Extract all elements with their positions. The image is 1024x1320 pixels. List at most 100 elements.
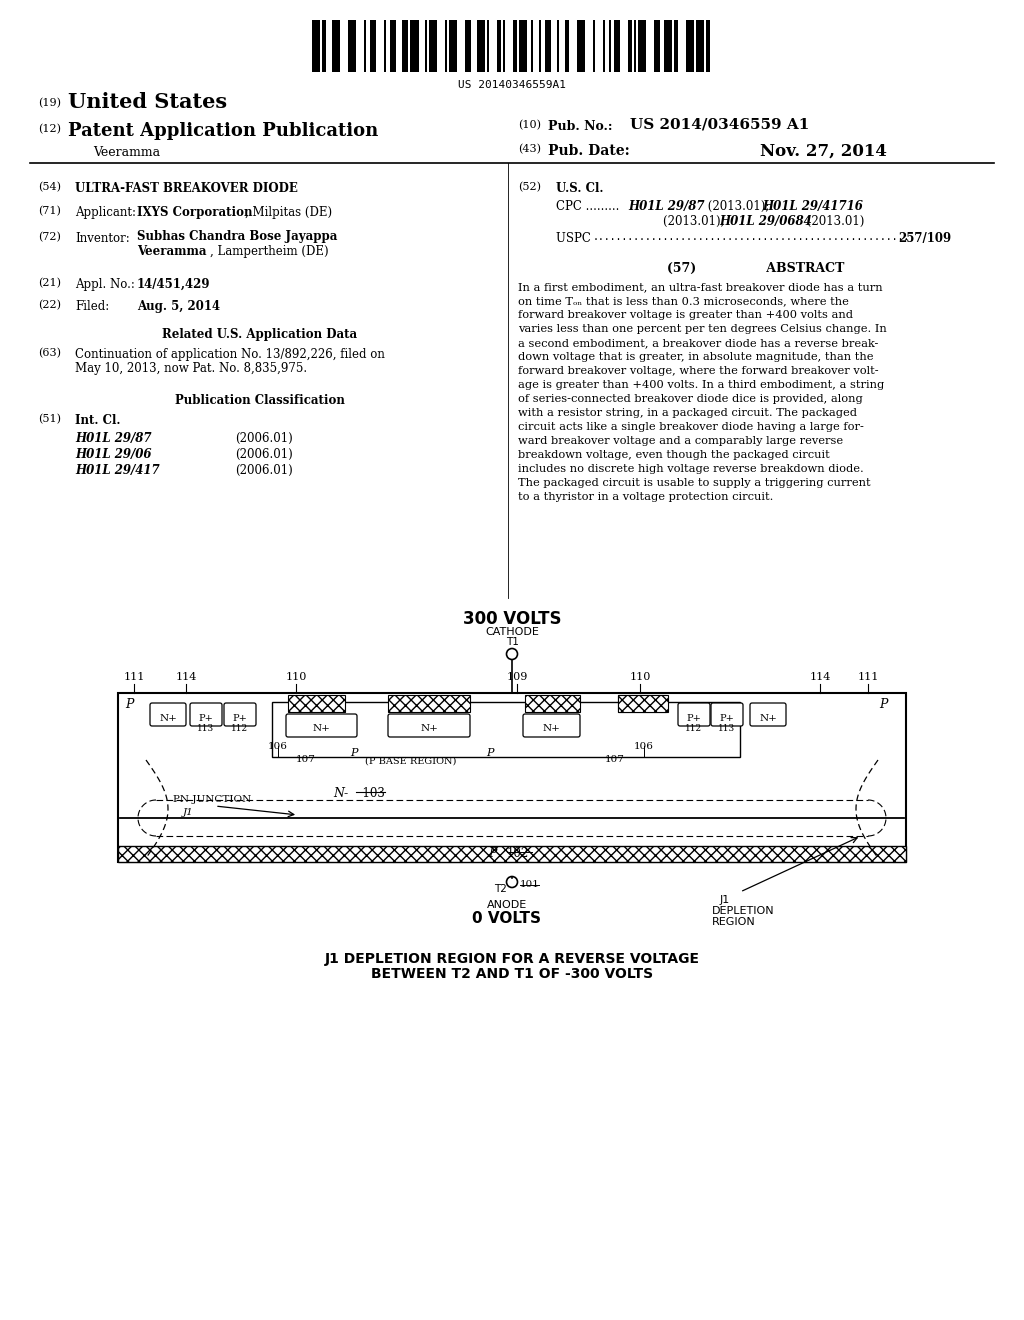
Bar <box>348 20 356 73</box>
Text: with a resistor string, in a packaged circuit. The packaged: with a resistor string, in a packaged ci… <box>518 408 857 418</box>
Bar <box>618 696 668 711</box>
Text: 114: 114 <box>175 672 197 682</box>
Text: USPC: USPC <box>556 232 595 246</box>
Text: Int. Cl.: Int. Cl. <box>75 414 121 426</box>
Text: CATHODE: CATHODE <box>485 627 539 638</box>
FancyBboxPatch shape <box>190 704 222 726</box>
Text: DEPLETION: DEPLETION <box>712 906 774 916</box>
Text: forward breakover voltage is greater than +400 volts and: forward breakover voltage is greater tha… <box>518 310 853 319</box>
Text: , Lampertheim (DE): , Lampertheim (DE) <box>210 246 329 257</box>
Text: ANODE: ANODE <box>486 900 527 909</box>
Bar <box>332 20 340 73</box>
Text: 106: 106 <box>634 742 654 751</box>
Text: 113: 113 <box>198 723 215 733</box>
Bar <box>402 20 409 73</box>
Bar <box>486 20 488 73</box>
Bar <box>578 20 586 73</box>
Bar <box>388 696 470 711</box>
Text: Inventor:: Inventor: <box>75 232 130 246</box>
Bar <box>706 20 710 73</box>
Bar <box>411 20 419 73</box>
Bar <box>653 20 659 73</box>
Text: (P BASE REGION): (P BASE REGION) <box>365 756 457 766</box>
FancyBboxPatch shape <box>678 704 710 726</box>
Text: circuit acts like a single breakover diode having a large for-: circuit acts like a single breakover dio… <box>518 422 864 432</box>
Text: J1 DEPLETION REGION FOR A REVERSE VOLTAGE: J1 DEPLETION REGION FOR A REVERSE VOLTAG… <box>325 952 699 966</box>
Text: Patent Application Publication: Patent Application Publication <box>68 121 378 140</box>
Bar <box>618 696 666 711</box>
Bar <box>545 20 551 73</box>
Text: P+: P+ <box>686 714 701 723</box>
Bar <box>429 20 436 73</box>
Text: 112: 112 <box>685 723 702 733</box>
Text: H01L 29/41716: H01L 29/41716 <box>762 201 863 213</box>
Text: 103: 103 <box>355 787 385 800</box>
Text: 106: 106 <box>268 742 288 751</box>
Bar <box>539 20 541 73</box>
Text: (19): (19) <box>38 98 61 108</box>
Text: (2013.01): (2013.01) <box>803 215 864 228</box>
Bar <box>628 20 632 73</box>
Text: (71): (71) <box>38 206 60 216</box>
Text: 107: 107 <box>605 755 625 764</box>
Text: IXYS Corporation: IXYS Corporation <box>137 206 253 219</box>
Bar <box>593 20 595 73</box>
Text: P: P <box>486 748 494 758</box>
FancyBboxPatch shape <box>711 704 743 726</box>
Text: P: P <box>125 698 133 711</box>
Bar <box>371 20 377 73</box>
Text: J1: J1 <box>183 808 194 817</box>
Text: P+: P+ <box>232 714 248 723</box>
Text: (21): (21) <box>38 279 61 288</box>
Bar <box>503 20 505 73</box>
Text: of series-connected breakover diode dice is provided, along: of series-connected breakover diode dice… <box>518 393 863 404</box>
Text: N+: N+ <box>543 723 560 733</box>
Text: J1: J1 <box>720 895 730 906</box>
FancyBboxPatch shape <box>150 704 186 726</box>
Text: In a first embodiment, an ultra-fast breakover diode has a turn: In a first embodiment, an ultra-fast bre… <box>518 282 883 292</box>
Text: Related U.S. Application Data: Related U.S. Application Data <box>163 327 357 341</box>
Bar <box>425 20 427 73</box>
Bar <box>272 702 740 756</box>
Bar <box>444 20 446 73</box>
Text: T1: T1 <box>506 638 518 647</box>
Text: (63): (63) <box>38 348 61 358</box>
Text: 101: 101 <box>520 880 540 888</box>
Text: May 10, 2013, now Pat. No. 8,835,975.: May 10, 2013, now Pat. No. 8,835,975. <box>75 362 307 375</box>
Text: The packaged circuit is usable to supply a triggering current: The packaged circuit is usable to supply… <box>518 478 870 488</box>
Text: 110: 110 <box>286 672 306 682</box>
Text: (54): (54) <box>38 182 61 193</box>
Bar <box>323 20 326 73</box>
Text: 112: 112 <box>231 723 249 733</box>
Text: 110: 110 <box>630 672 650 682</box>
Text: H01L 29/0684: H01L 29/0684 <box>719 215 812 228</box>
Bar <box>696 20 703 73</box>
Text: (52): (52) <box>518 182 541 193</box>
Text: Veeramma: Veeramma <box>93 147 160 158</box>
Text: 111: 111 <box>123 672 144 682</box>
Text: breakdown voltage, even though the packaged circuit: breakdown voltage, even though the packa… <box>518 450 829 459</box>
Text: a second embodiment, a breakover diode has a reverse break-: a second embodiment, a breakover diode h… <box>518 338 879 348</box>
Text: (10): (10) <box>518 120 541 131</box>
Text: PN JUNCTION: PN JUNCTION <box>173 795 251 804</box>
Bar <box>519 20 527 73</box>
Text: P+: P+ <box>720 714 734 723</box>
Text: H01L 29/87: H01L 29/87 <box>628 201 705 213</box>
Bar <box>288 696 345 711</box>
FancyBboxPatch shape <box>523 714 580 737</box>
Bar <box>118 846 906 862</box>
Text: 102: 102 <box>507 847 529 861</box>
Text: 300 VOLTS: 300 VOLTS <box>463 610 561 628</box>
Bar <box>365 20 367 73</box>
Text: 113: 113 <box>719 723 735 733</box>
Text: US 2014/0346559 A1: US 2014/0346559 A1 <box>630 117 809 132</box>
Text: N+: N+ <box>159 714 177 723</box>
Text: REGION: REGION <box>712 917 756 927</box>
Text: , Milpitas (DE): , Milpitas (DE) <box>245 206 332 219</box>
Text: H01L 29/417: H01L 29/417 <box>75 465 160 477</box>
Text: Pub. No.:: Pub. No.: <box>548 120 612 133</box>
Text: N+: N+ <box>759 714 777 723</box>
Bar <box>449 20 457 73</box>
Text: forward breakover voltage, where the forward breakover volt-: forward breakover voltage, where the for… <box>518 366 879 376</box>
Text: Appl. No.:: Appl. No.: <box>75 279 135 290</box>
